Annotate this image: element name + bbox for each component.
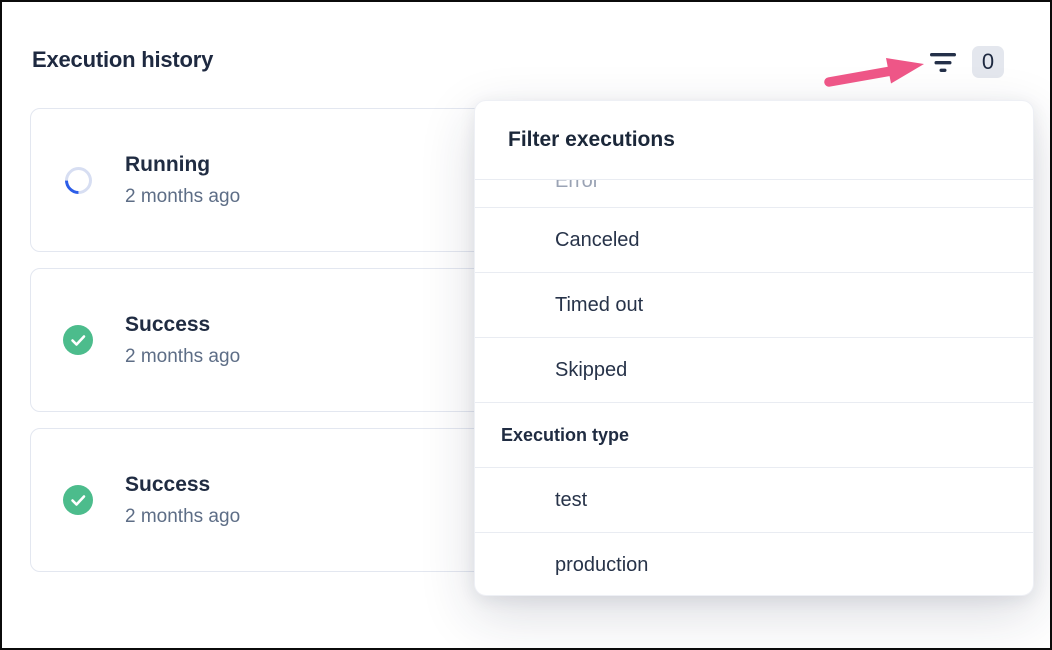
filter-option-production[interactable]: production	[555, 554, 649, 576]
execution-time: 2 months ago	[125, 345, 241, 367]
filter-option-timed-out[interactable]: Timed out	[475, 273, 1033, 338]
execution-type-section-header: Execution type	[475, 403, 1033, 468]
filter-count-badge: 0	[972, 46, 1004, 78]
filter-button[interactable]	[927, 48, 959, 76]
success-check-icon	[63, 325, 93, 355]
filter-option-error-clipped[interactable]: Error	[475, 180, 1033, 208]
execution-status: Running	[125, 152, 211, 176]
success-check-icon	[63, 485, 93, 515]
execution-time: 2 months ago	[125, 185, 241, 207]
execution-status: Success	[125, 312, 211, 336]
filter-option-canceled[interactable]: Canceled	[475, 208, 1033, 273]
filter-option-test[interactable]: test	[475, 468, 1033, 533]
execution-time: 2 months ago	[125, 505, 241, 527]
execution-status: Success	[125, 472, 211, 496]
filter-funnel-icon	[930, 53, 956, 72]
page-title: Execution history	[32, 47, 214, 72]
running-spinner-icon	[58, 160, 98, 200]
dropdown-title: Filter executions	[475, 101, 1033, 180]
filter-option-skipped[interactable]: Skipped	[475, 338, 1033, 403]
filter-executions-dropdown: Filter executions Error Canceled Timed o…	[474, 100, 1034, 596]
